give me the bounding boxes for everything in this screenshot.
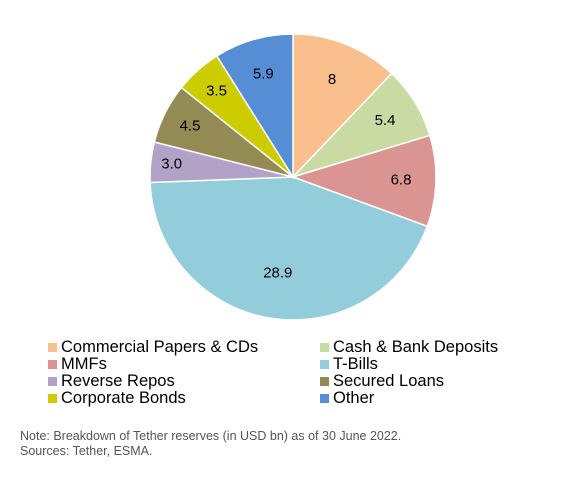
chart-note: Note: Breakdown of Tether reserves (in U…: [20, 429, 401, 459]
pie-chart: 8 5.4 6.8 28.9 3.0 4.5 3.5 5.9: [149, 33, 437, 321]
legend-swatch: [48, 377, 57, 386]
pie-data-label: 4.5: [180, 117, 201, 134]
pie-data-label: 5.4: [375, 112, 396, 129]
sources-line: Sources: Tether, ESMA.: [20, 444, 153, 458]
legend-label: MMFs: [61, 355, 107, 373]
legend-label: Secured Loans: [333, 372, 444, 390]
legend-label: Cash & Bank Deposits: [333, 338, 499, 356]
legend-label: Corporate Bonds: [61, 389, 186, 407]
legend-label: T-Bills: [333, 355, 378, 373]
legend-label: Reverse Repos: [61, 372, 175, 390]
legend-swatch: [320, 343, 329, 352]
legend-swatch: [48, 394, 57, 403]
legend-item: Commercial Papers & CDs: [48, 339, 320, 356]
legend-swatch: [320, 394, 329, 403]
legend-swatch: [48, 343, 57, 352]
legend-item: MMFs: [48, 356, 320, 373]
legend-label: Commercial Papers & CDs: [61, 338, 259, 356]
pie-data-labels: 8 5.4 6.8 28.9 3.0 4.5 3.5 5.9: [161, 66, 411, 282]
legend-item: Corporate Bonds: [48, 390, 320, 407]
chart-legend: Commercial Papers & CDs Cash & Bank Depo…: [48, 339, 548, 407]
note-line: Note: Breakdown of Tether reserves (in U…: [20, 429, 402, 443]
pie-data-label: 3.5: [206, 83, 227, 100]
pie-data-label: 28.9: [263, 264, 292, 281]
pie-slice: [215, 33, 294, 180]
legend-item: Cash & Bank Deposits: [320, 339, 548, 356]
pie-data-label: 8: [328, 71, 336, 88]
legend-item: Other: [320, 390, 548, 407]
legend-item: Secured Loans: [320, 373, 548, 390]
legend-swatch: [48, 360, 57, 369]
legend-swatch: [320, 360, 329, 369]
pie-slice: [149, 176, 429, 321]
pie-data-label: 6.8: [391, 172, 412, 189]
legend-swatch: [320, 377, 329, 386]
pie-data-label: 5.9: [253, 66, 274, 83]
legend-label: Other: [333, 389, 375, 407]
pie-slice: [290, 134, 437, 228]
legend-item: T-Bills: [320, 356, 548, 373]
legend-item: Reverse Repos: [48, 373, 320, 390]
pie-data-label: 3.0: [161, 156, 182, 173]
pie-slices: [149, 33, 437, 321]
pie-slice: [292, 33, 393, 179]
